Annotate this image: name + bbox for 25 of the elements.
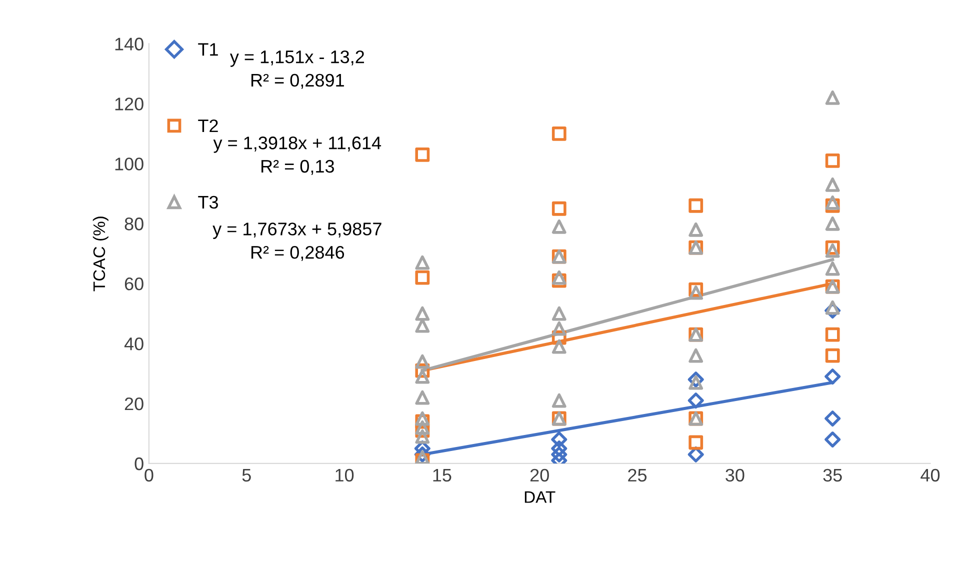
x-tick-label: 35	[823, 468, 842, 482]
y-tick-label: 120	[115, 98, 144, 110]
y-tick-label: 20	[124, 397, 144, 410]
y-axis-title: TCAC (%)	[92, 216, 108, 292]
x-tick-label: 10	[336, 468, 354, 482]
x-tick-label: 20	[530, 468, 549, 482]
x-tick-label: 5	[242, 469, 251, 482]
y-tick-label: 140	[115, 38, 144, 50]
y-tick-label: 60	[124, 278, 144, 290]
legend-label: T1	[198, 43, 218, 56]
x-tick-label: 0	[144, 468, 154, 482]
y-tick-label: 80	[124, 218, 144, 230]
y-tick-label: 0	[134, 457, 144, 470]
x-tick-label: 15	[433, 469, 452, 482]
legend-label: T2	[198, 119, 218, 132]
x-tick-label: 40	[920, 468, 940, 482]
annotation: y = 1,7673x + 5,9857 R² = 0,2846	[212, 222, 382, 261]
legend-label: T3	[198, 196, 218, 209]
y-tick-label: 100	[115, 158, 144, 170]
x-tick-label: 25	[628, 468, 647, 482]
x-tick-label: 30	[726, 468, 744, 482]
y-tick-label: 40	[124, 337, 144, 350]
x-axis-title: DAT	[524, 491, 556, 503]
annotation: y = 1,3918x + 11,614 R² = 0,13	[213, 136, 382, 175]
annotation: y = 1,151x - 13,2 R² = 0,2891	[230, 50, 364, 89]
